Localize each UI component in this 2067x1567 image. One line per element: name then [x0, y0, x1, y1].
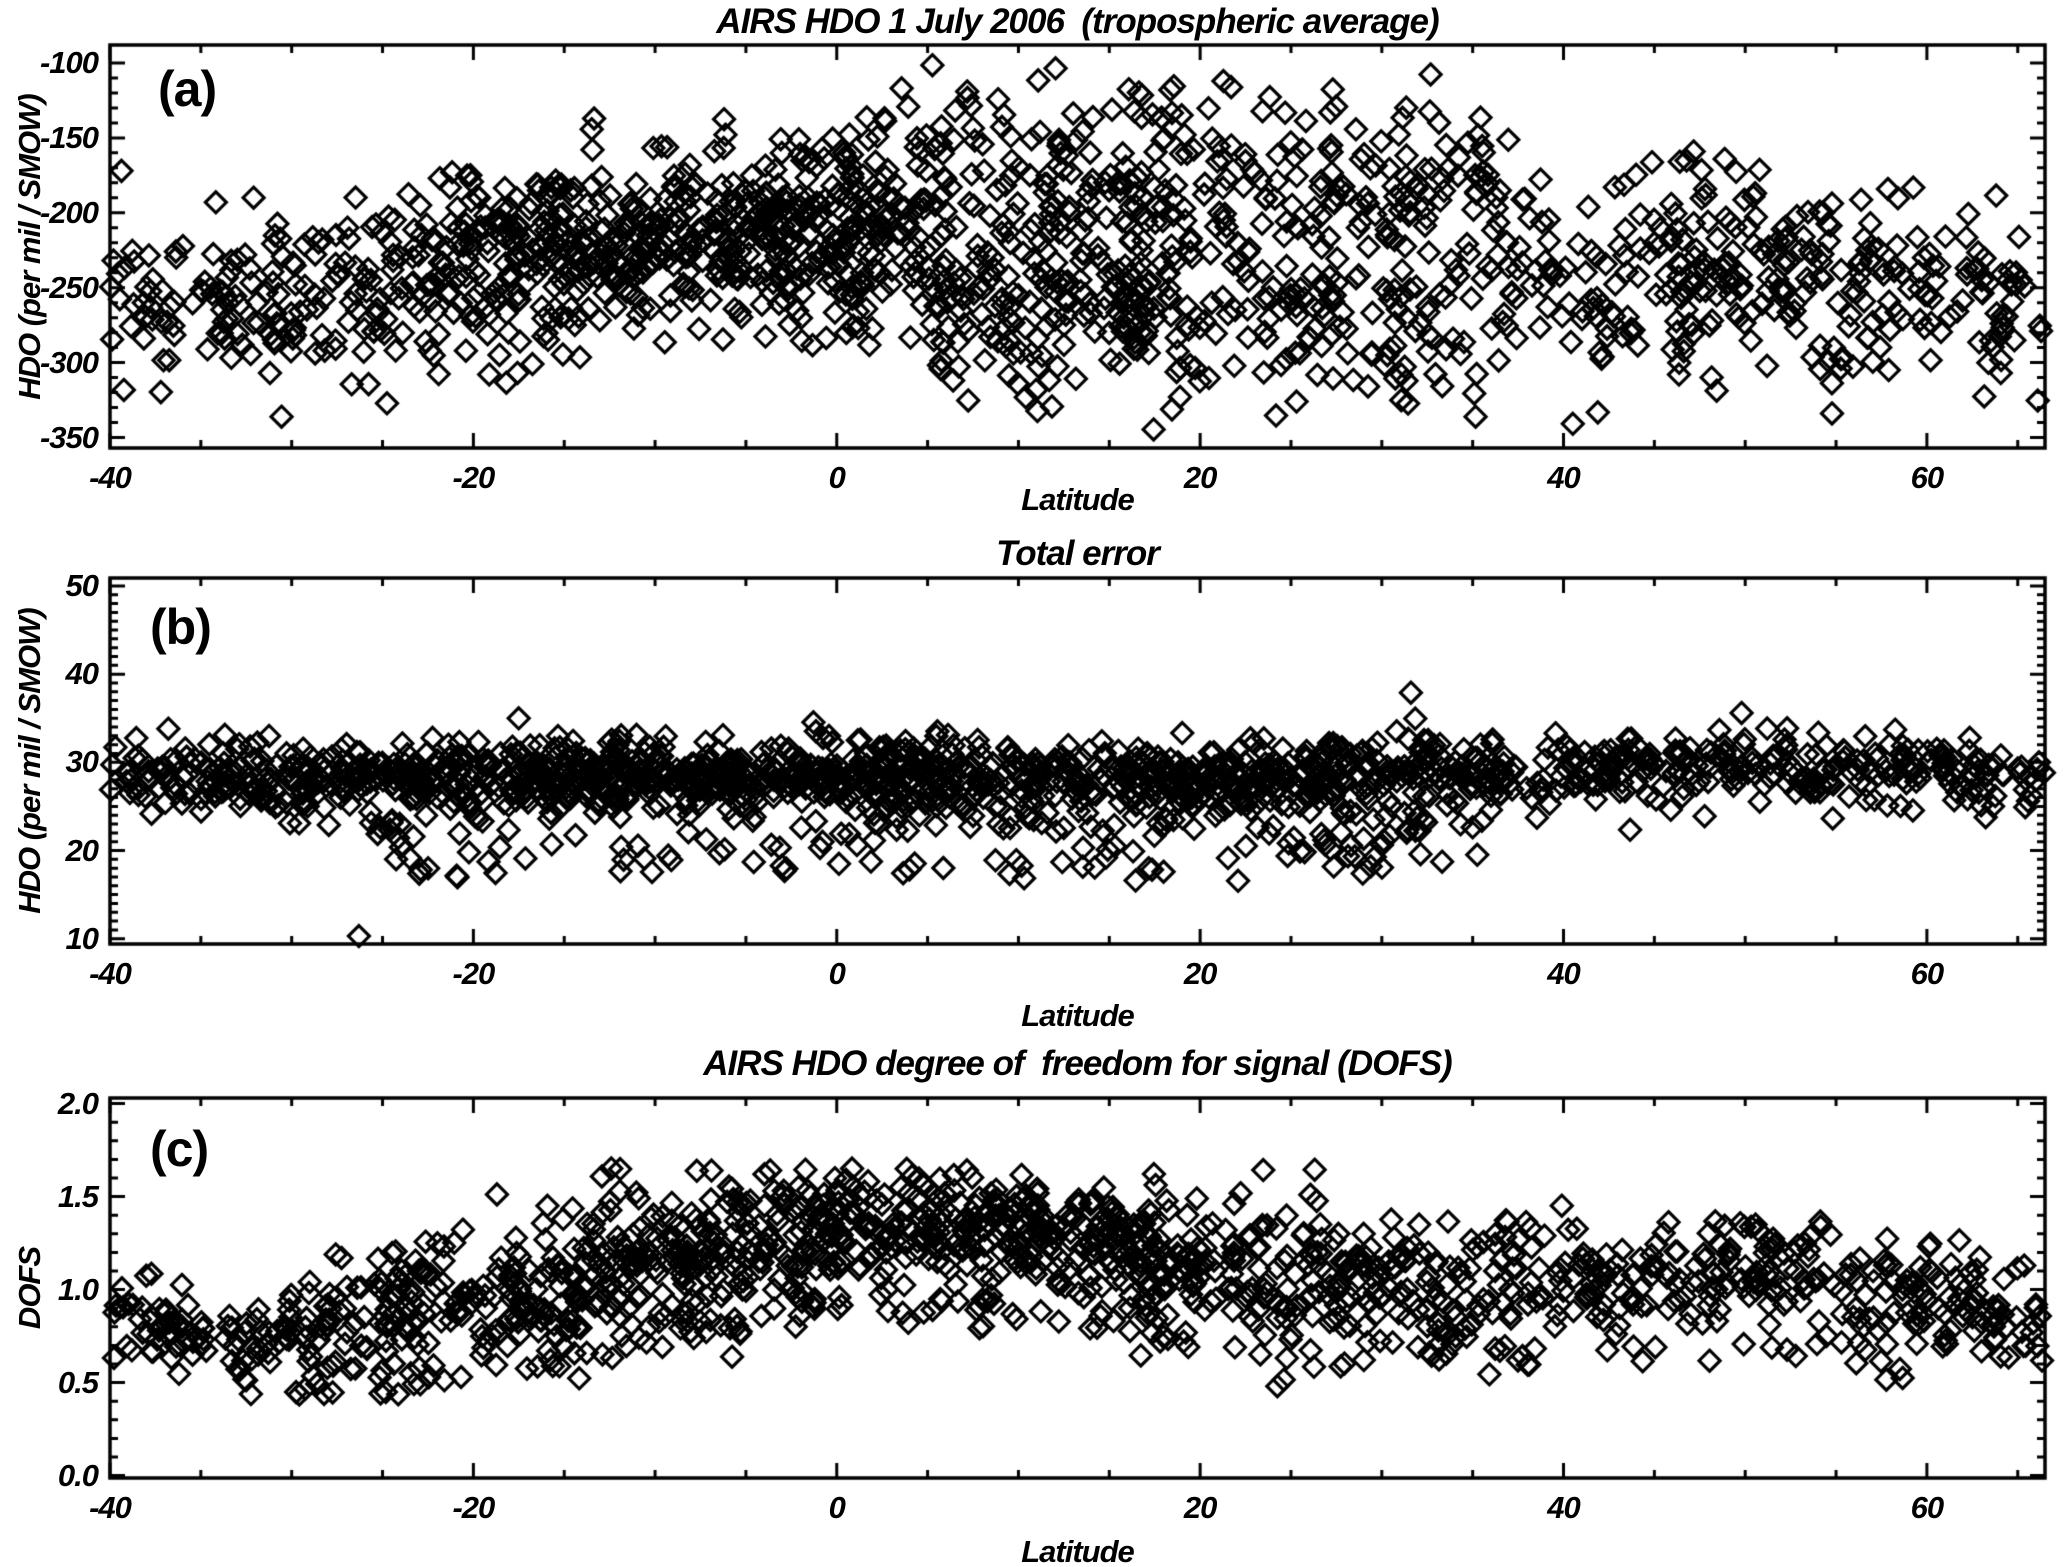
x-tick-label: 0	[828, 460, 846, 495]
panel-c-title: AIRS HDO degree of freedom for signal (D…	[703, 1044, 1452, 1083]
panel-b-title: Total error	[996, 534, 1160, 573]
x-tick-label: 20	[1183, 956, 1217, 991]
x-tick-label: 60	[1910, 1490, 1944, 1525]
y-tick-label: 0.5	[57, 1364, 99, 1400]
x-tick-label: -20	[452, 460, 495, 495]
panel-a-letter: (a)	[158, 61, 217, 117]
panel-a-x-axis-label: Latitude	[1021, 482, 1135, 517]
panel-b-ylabel-wrap: HDO (per mil / SMOW)	[4, 578, 56, 944]
x-tick-label: 20	[1183, 1490, 1217, 1525]
x-tick-label: -40	[89, 460, 132, 495]
x-tick-label: -40	[89, 1490, 132, 1525]
y-tick-label: -100	[39, 44, 99, 80]
y-tick-label: 0.0	[57, 1457, 99, 1493]
y-tick-label: 50	[65, 567, 99, 603]
panel-a-title: AIRS HDO 1 July 2006 (tropospheric avera…	[716, 2, 1439, 41]
x-tick-label: -20	[452, 1490, 495, 1525]
y-tick-label: 30	[65, 744, 99, 780]
y-tick-label: 20	[65, 832, 99, 868]
y-tick-label: -150	[39, 119, 99, 155]
panel-b-y-axis-label: HDO (per mil / SMOW)	[12, 608, 47, 914]
y-tick-label: -350	[39, 419, 99, 455]
panel-b-x-axis-label: Latitude	[1021, 998, 1135, 1033]
panel-c-x-axis-label: Latitude	[1021, 1534, 1135, 1567]
panel-c-y-axis-label: DOFS	[12, 1246, 47, 1330]
x-tick-label: -20	[452, 956, 495, 991]
y-tick-label: 2.0	[57, 1085, 99, 1121]
y-tick-label: -300	[39, 344, 99, 380]
x-tick-label: -40	[89, 956, 132, 991]
x-tick-label: 0	[828, 956, 846, 991]
y-tick-label: 40	[65, 656, 99, 692]
panel-b-letter: (b)	[150, 599, 212, 655]
x-tick-label: 40	[1547, 460, 1580, 495]
x-tick-label: 40	[1547, 956, 1580, 991]
y-tick-label: -200	[39, 194, 99, 230]
x-tick-label: 0	[828, 1490, 846, 1525]
y-tick-label: 1.5	[57, 1178, 99, 1214]
x-tick-label: 60	[1910, 956, 1944, 991]
x-tick-label: 20	[1183, 460, 1217, 495]
panel-c-ylabel-wrap: DOFS	[4, 1098, 56, 1478]
y-tick-label: -250	[39, 269, 99, 305]
y-tick-label: 10	[65, 920, 99, 956]
y-tick-label: 1.0	[57, 1271, 99, 1307]
x-tick-label: 60	[1910, 460, 1944, 495]
x-tick-label: 40	[1547, 1490, 1580, 1525]
panel-a-ylabel-wrap: HDO (per mil / SMOW)	[4, 45, 56, 448]
panel-c-letter: (c)	[150, 1121, 209, 1177]
